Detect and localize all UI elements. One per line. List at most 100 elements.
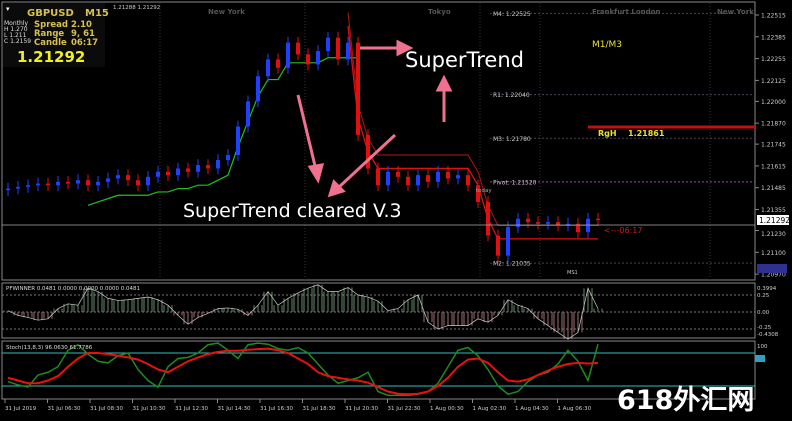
candle-body (506, 227, 510, 256)
candle-body (196, 165, 200, 172)
session-label: Tokyo (428, 8, 451, 16)
y-tick-label: 1.22515 (761, 13, 786, 20)
candle-body (406, 176, 410, 186)
candle-body (86, 180, 90, 186)
ms1-label: MS1 (567, 270, 578, 276)
x-tick-label: 31 Jul 08:30 (90, 406, 123, 412)
supertrend-cleared-line (347, 12, 598, 226)
candle-body (466, 175, 470, 186)
monthly-high: H 1.270 (4, 26, 28, 33)
candle-body (576, 223, 580, 233)
candle-body (46, 183, 50, 186)
info-panel: Monthly H 1.270 L 1.211 C 1.2159 ▾ GBPUS… (3, 3, 109, 67)
pivot-label: R1: 1.22040 (493, 92, 530, 99)
candle-timer: 06:17 (71, 38, 99, 48)
candle-body (566, 223, 570, 226)
y-tick-label: 1.21355 (761, 207, 786, 214)
pivot-label: M2: 1.21035 (493, 261, 531, 268)
candle-body (276, 59, 280, 68)
y-tick-label: 1.21745 (761, 142, 786, 149)
range-value: 9, 61 (71, 29, 95, 39)
supertrend-down-line (347, 25, 598, 240)
y-tick-label: 1.22000 (761, 99, 786, 106)
x-tick-label: 31 Jul 06:30 (48, 406, 81, 412)
pfwinner-line (7, 284, 599, 340)
candle-body (556, 222, 560, 226)
candle-body (516, 218, 520, 228)
candle-body (156, 171, 160, 177)
stoch-frame (1, 340, 756, 400)
session-label: New York (717, 8, 754, 16)
candle-body (16, 186, 20, 189)
x-tick-label: 31 Jul 20:30 (345, 406, 378, 412)
x-tick-label: 31 Jul 10:30 (133, 406, 166, 412)
collapse-icon[interactable]: ▾ (6, 5, 10, 13)
monthly-low: L 1.211 (4, 32, 27, 39)
range-label: Range (34, 29, 65, 39)
candle-body (236, 126, 240, 156)
supertrend-up-line (87, 57, 358, 206)
y-tick-label: 1.21870 (761, 121, 786, 128)
annotation-arrows (296, 39, 453, 198)
stoch-title: Stoch(13,8,3) 96.0630 61.7786 (6, 345, 93, 351)
candle-body (136, 180, 140, 186)
pfwinner-tick-label: -0.4308 (757, 332, 779, 338)
countdown-label: <---06:17 (604, 226, 643, 235)
x-tick-label: 31 Jul 14:30 (218, 406, 251, 412)
stoch-80-label (755, 355, 765, 362)
x-tick-label: 31 Jul 16:30 (260, 406, 293, 412)
stoch-tick-label: 100 (757, 344, 768, 350)
candle-body (116, 175, 120, 179)
pfwinner-tick-label: -0.25 (757, 325, 772, 331)
candle-body (6, 188, 10, 191)
pfwinner-tick-label: 0.25 (757, 293, 770, 299)
candle-body (126, 175, 130, 181)
candle-body (376, 168, 380, 186)
x-tick-label: 1 Aug 04:30 (515, 406, 549, 412)
candle-body (206, 165, 210, 169)
candle-body (476, 185, 480, 202)
m1m3-label: M1/M3 (592, 40, 623, 50)
y-tick-label: 1.21615 (761, 163, 786, 170)
pfwinner-title: PFWINNER 0.0481 0.0000 0.0000 0.0000 0.0… (6, 286, 141, 292)
candle-body (386, 171, 390, 186)
rgh-label: RgH (598, 129, 617, 138)
spread-label: Spread (34, 20, 68, 30)
candle-body (486, 201, 490, 236)
current-price-label: 1.21292 (759, 216, 790, 225)
y-tick-label: 1.22385 (761, 34, 786, 41)
monthly-close: C 1.2159 (4, 38, 32, 45)
pfwinner-tick-label: 0.00 (757, 310, 770, 316)
x-tick-label: 31 Jul 2019 (5, 406, 37, 412)
candle-body (416, 175, 420, 186)
ask-price-label (757, 264, 787, 273)
pivot-label: M3: 1.21780 (493, 136, 531, 143)
y-tick-label: 1.21100 (761, 250, 786, 257)
pivot-label: Pivot: 1.21520 (493, 179, 537, 186)
y-tick-label: 1.21230 (761, 231, 786, 238)
y-tick-label: 1.21485 (761, 185, 786, 192)
supertrend-cleared-annotation: SuperTrend cleared V.3 (183, 200, 402, 222)
x-tick-label: 31 Jul 18:30 (303, 406, 336, 412)
candle-body (496, 235, 500, 256)
candle-body (426, 175, 430, 182)
x-tick-label: 31 Jul 12:30 (175, 406, 208, 412)
candle-body (526, 218, 530, 223)
spread-value: 2.10 (71, 20, 92, 30)
candle-body (296, 42, 300, 55)
y-tick-label: 1.20970 (761, 272, 786, 279)
candle-body (436, 171, 440, 182)
main-chart-frame (1, 1, 756, 281)
candle-body (446, 171, 450, 179)
candle-body (546, 222, 550, 224)
x-tick-label: 1 Aug 02:30 (473, 406, 507, 412)
candle-body (226, 155, 230, 161)
candle-body (326, 37, 330, 52)
current-price-label-bg (757, 215, 789, 225)
candle-body (36, 183, 40, 186)
candle-body (166, 171, 170, 176)
y-tick-label: 1.22125 (761, 78, 786, 85)
candle-body (26, 185, 30, 187)
